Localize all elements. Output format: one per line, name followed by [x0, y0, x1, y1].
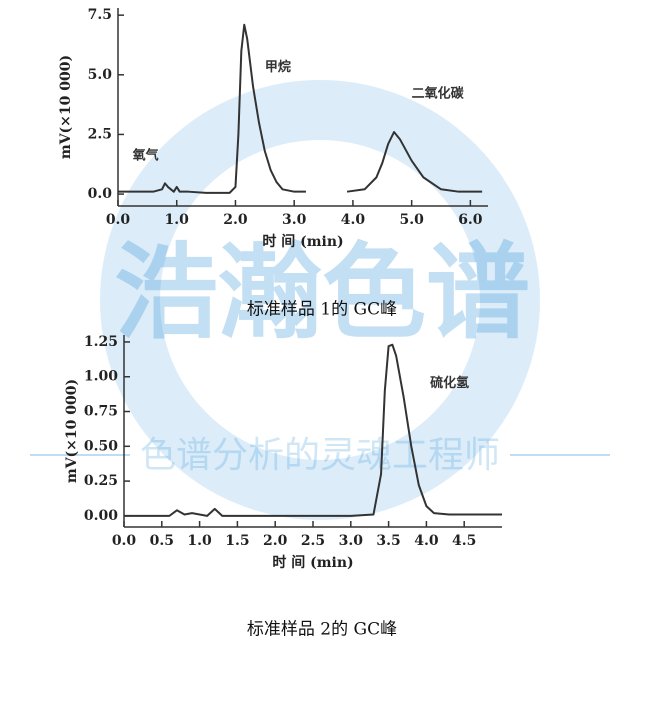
- x-tick-label: 3.5: [376, 533, 400, 549]
- annotation: 二氧化碳: [412, 85, 465, 101]
- trace: [124, 343, 502, 517]
- x-tick-label: 1.0: [165, 212, 190, 228]
- x-tick-label: 2.0: [263, 533, 288, 549]
- x-tick-label: 1.0: [187, 533, 212, 549]
- caption: 标准样品 1的 GC峰: [247, 300, 397, 320]
- y-tick-label: 0.00: [84, 508, 118, 524]
- y-tick-label: 0.75: [84, 404, 118, 420]
- x-tick-label: 0.0: [112, 533, 137, 549]
- y-tick-label: 1.25: [84, 334, 118, 350]
- y-tick-label: 2.5: [88, 126, 112, 142]
- y-axis-title: mV(×10 000): [64, 379, 80, 483]
- x-tick-label: 4.0: [414, 533, 439, 549]
- trace: [118, 23, 483, 194]
- x-tick-label: 4.5: [452, 533, 476, 549]
- x-tick-label: 5.0: [399, 212, 424, 228]
- y-tick-label: 0.0: [88, 186, 113, 202]
- y-tick-label: 7.5: [88, 7, 112, 23]
- x-tick-label: 4.0: [341, 212, 366, 228]
- y-tick-label: 0.50: [84, 438, 118, 454]
- y-axis-title: mV(×10 000): [58, 55, 74, 159]
- annotation: 甲烷: [265, 59, 291, 75]
- caption: 标准样品 2的 GC峰: [247, 620, 397, 640]
- x-axis-title: 时 间 (min): [262, 233, 343, 250]
- annotation: 氧气: [132, 147, 159, 163]
- x-tick-label: 1.5: [225, 533, 249, 549]
- watermark-title: 浩瀚色谱: [114, 231, 530, 353]
- x-tick-label: 0.5: [150, 533, 174, 549]
- x-tick-label: 2.5: [301, 533, 325, 549]
- x-tick-label: 3.0: [339, 533, 364, 549]
- y-tick-label: 5.0: [88, 67, 113, 83]
- x-tick-label: 3.0: [282, 212, 307, 228]
- annotation: 硫化氢: [430, 375, 469, 391]
- x-axis-title: 时 间 (min): [272, 554, 353, 571]
- watermark-ring: [100, 80, 540, 520]
- x-tick-label: 2.0: [223, 212, 248, 228]
- y-tick-label: 0.25: [84, 473, 118, 489]
- watermark-subtitle: 色谱分析的灵魂工程师: [140, 435, 500, 476]
- x-tick-label: 0.0: [106, 212, 131, 228]
- y-tick-label: 1.00: [84, 369, 118, 385]
- x-tick-label: 6.0: [458, 212, 483, 228]
